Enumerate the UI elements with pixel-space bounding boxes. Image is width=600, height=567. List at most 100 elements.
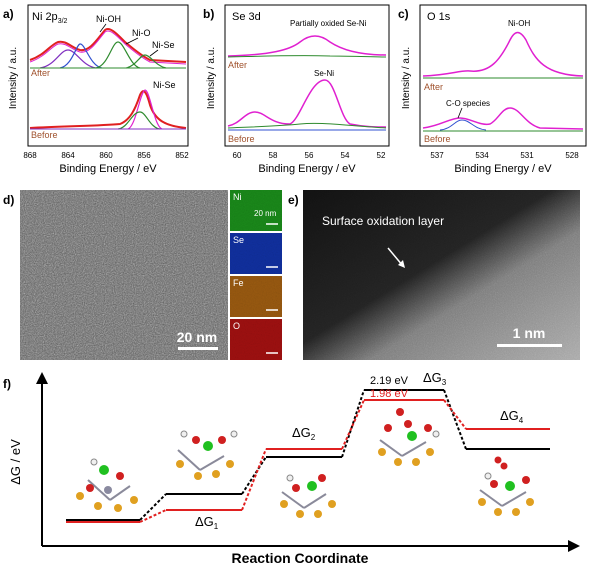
panel-a-before-peak-2 (117, 111, 161, 130)
panel-f-dg2: ΔG2 (292, 425, 316, 442)
panel-b-letter: b) (203, 7, 214, 21)
panel-e-hrtem-texture (303, 190, 580, 360)
panel-b-title: Se 3d (232, 11, 261, 23)
panel-a-frame (27, 4, 189, 147)
panel-a-peak-label-4: Ni-Se (153, 80, 176, 90)
panel-a-xlabel: Binding Energy / eV (59, 163, 157, 175)
panel-b-tick-3: 56 (305, 151, 314, 160)
panel-b-peak-label-1: Partially oxided Se-Ni (290, 19, 367, 28)
panel-c-xlabel: Binding Energy / eV (454, 163, 552, 175)
panel-a-tick-5: 852 (175, 151, 189, 160)
panel-e-scale-bar (497, 344, 562, 347)
panel-d-tem-texture (20, 190, 228, 360)
panel-c-before-label: Before (424, 134, 451, 144)
panel-a-peak-label-1: Ni-OH (96, 14, 121, 24)
panel-d: d) 20 nm Ni 20 nm Se Fe O (3, 190, 282, 360)
panel-f-black-value: 2.19 eV (370, 375, 409, 387)
panel-b-after-baseline (227, 55, 387, 58)
panel-c-tick-4: 528 (565, 151, 579, 160)
panel-a-after-envelope (29, 30, 187, 65)
panel-a-tick-1: 868 (23, 151, 37, 160)
panel-b-tick-2: 58 (269, 151, 278, 160)
panel-c-tick-2: 534 (475, 151, 489, 160)
panel-e-scale-label: 1 nm (513, 325, 546, 341)
panel-a-letter: a) (3, 7, 14, 21)
panel-b-tick-1: 60 (233, 151, 242, 160)
panel-c-peak-label-2: C-O species (446, 99, 490, 108)
panel-a: a) Intensity / a.u. Ni 2p3/2 Ni-OH Ni-O … (3, 4, 189, 175)
panel-a-tick-2: 864 (61, 151, 75, 160)
panel-f-red-connector-4 (443, 399, 467, 430)
panel-c-leader-1 (457, 107, 463, 119)
panel-c-after-label: After (424, 82, 443, 92)
panel-a-before-peak-1 (127, 89, 163, 130)
panel-d-map-label-o: O (233, 321, 240, 331)
panel-f-structure-1 (76, 458, 138, 512)
panel-d-scale-bar (178, 347, 218, 350)
panel-a-after-peak-1 (39, 49, 97, 69)
panel-d-map-label-ni: Ni (233, 192, 242, 202)
panel-a-after-peak-4 (125, 54, 167, 69)
panel-c-title: O 1s (427, 11, 451, 23)
panel-b-peak-label-2: Se-Ni (314, 69, 334, 78)
panel-e: e) Surface oxidation layer 1 nm (288, 190, 580, 360)
panel-c-before-peak-1 (439, 119, 487, 131)
panel-b: b) Intensity / a.u. Se 3d Partially oxid… (203, 4, 390, 175)
panel-a-peak-label-2: Ni-O (132, 28, 151, 38)
panel-f-black-connector-4 (443, 389, 467, 450)
panel-d-map-label-se: Se (233, 235, 244, 245)
panel-b-tick-4: 54 (341, 151, 350, 160)
panel-a-leader-1 (99, 23, 107, 33)
panel-a-tick-4: 856 (137, 151, 151, 160)
panel-f: f) ΔG / eV Reaction Coordinate 2.19 eV 1… (3, 370, 580, 566)
panel-c-after-envelope (422, 31, 584, 77)
panel-f-y-arrow (36, 372, 48, 384)
panel-b-frame (224, 4, 390, 147)
panel-b-before-baseline (227, 122, 387, 129)
panel-f-structure-5 (478, 456, 534, 516)
panel-f-structure-4 (378, 408, 440, 466)
panel-d-map-scale-label: 20 nm (254, 209, 277, 218)
panel-f-structure-2 (176, 430, 238, 480)
panel-c-ylabel: Intensity / a.u. (401, 47, 412, 109)
panel-a-title: Ni 2p3/2 (32, 11, 68, 25)
panel-c-tick-3: 531 (520, 151, 534, 160)
panel-a-after-peak-2 (59, 43, 103, 69)
panel-e-letter: e) (288, 193, 299, 207)
panel-f-red-connector-3 (341, 399, 365, 450)
panel-a-after-data (29, 28, 187, 63)
panel-d-map-label-fe: Fe (233, 278, 244, 288)
panel-c-before-envelope (422, 107, 584, 130)
panel-f-ylabel: ΔG / eV (8, 439, 23, 485)
panel-f-red-connector-2 (241, 448, 267, 511)
panel-d-letter: d) (3, 193, 14, 207)
panel-f-red-value: 1.98 eV (370, 388, 409, 400)
panel-f-black-connector-1 (139, 493, 167, 521)
panel-b-tick-5: 52 (377, 151, 386, 160)
panel-f-xlabel: Reaction Coordinate (232, 550, 369, 566)
panel-b-after-envelope (227, 35, 387, 57)
panel-b-ylabel: Intensity / a.u. (206, 47, 217, 109)
panel-c-letter: c) (398, 7, 409, 21)
panel-f-black-connector-2 (241, 456, 267, 495)
panel-a-ylabel: Intensity / a.u. (8, 47, 19, 109)
panel-f-structure-3 (280, 474, 336, 518)
panel-a-leader-3 (149, 49, 159, 57)
panel-f-dg4: ΔG4 (500, 408, 524, 425)
panel-b-after-label: After (228, 60, 247, 70)
panel-c: c) Intensity / a.u. O 1s Ni-OH C-O speci… (398, 4, 587, 175)
panel-a-before-data (29, 90, 187, 129)
panel-d-scale-label: 20 nm (177, 329, 217, 345)
panel-a-peak-label-3: Ni-Se (152, 40, 175, 50)
panel-a-leader-2 (125, 37, 139, 45)
panel-f-dg1: ΔG1 (195, 514, 219, 531)
panel-a-after-label: After (31, 68, 50, 78)
panel-a-before-label: Before (31, 130, 58, 140)
panel-f-dg3: ΔG3 (423, 370, 447, 387)
panel-c-peak-label-1: Ni-OH (508, 19, 530, 28)
panel-b-before-envelope (227, 79, 387, 128)
panel-b-before-label: Before (228, 134, 255, 144)
panel-c-tick-1: 537 (430, 151, 444, 160)
panel-b-xlabel: Binding Energy / eV (258, 163, 356, 175)
panel-f-x-arrow (568, 540, 580, 552)
